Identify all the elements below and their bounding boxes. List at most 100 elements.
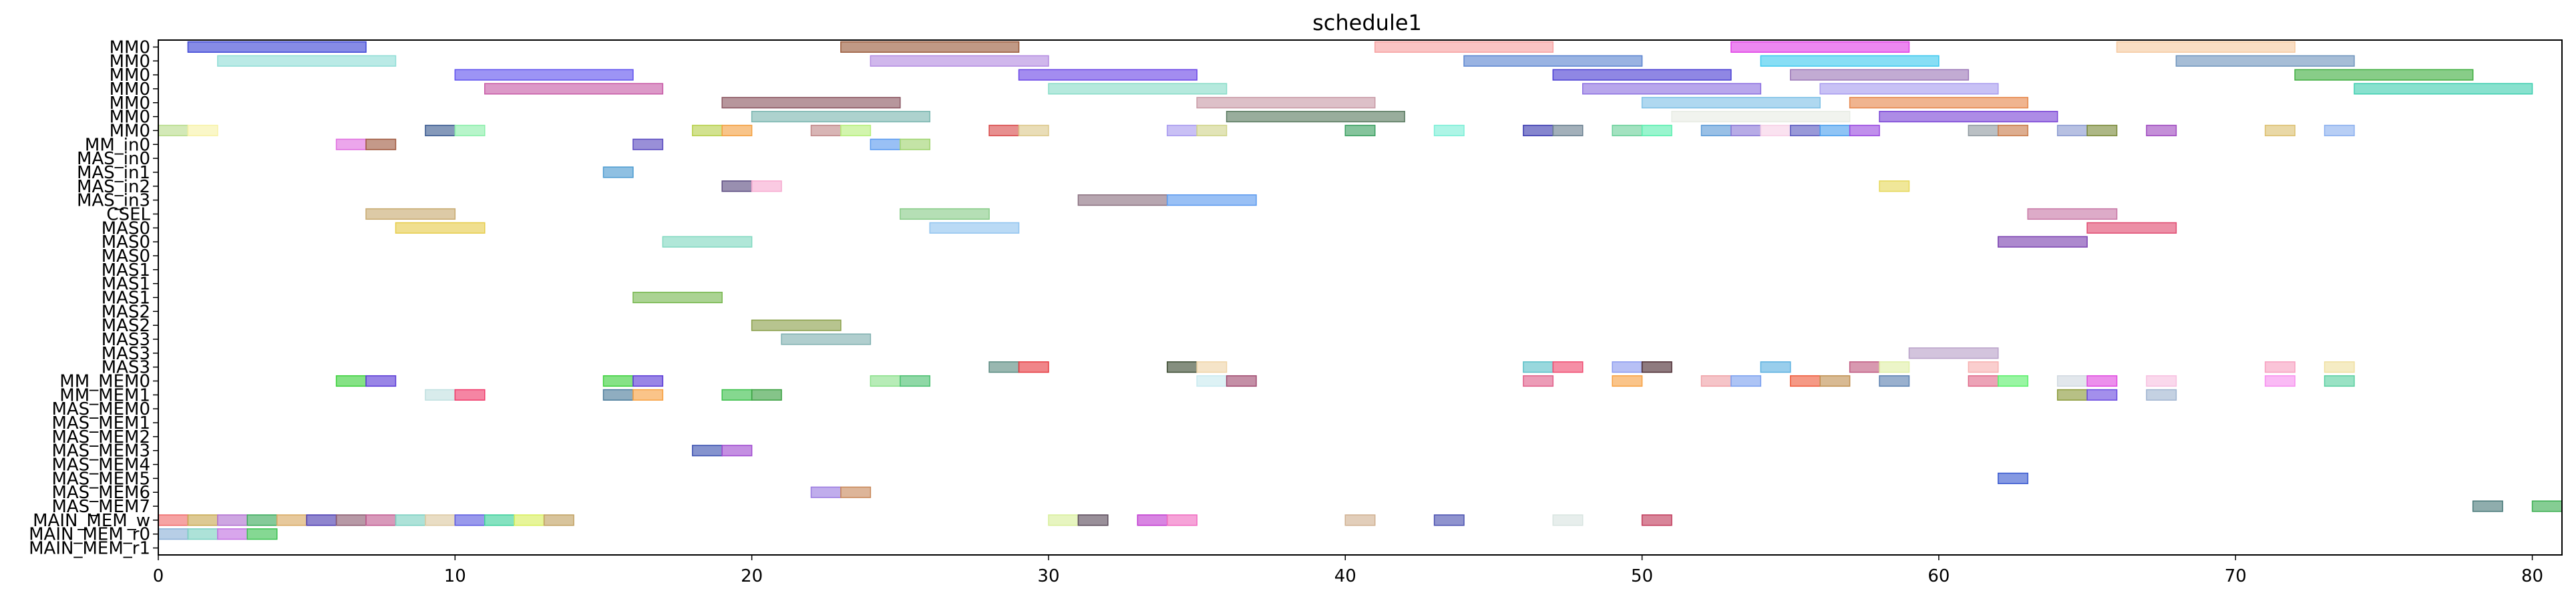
task-bar [425, 124, 456, 137]
task-bar [425, 514, 456, 526]
task-bar [2086, 389, 2118, 401]
x-tick-label: 40 [1334, 566, 1356, 586]
task-bar [1048, 514, 1079, 526]
task-bar [158, 528, 189, 540]
task-bar [751, 389, 782, 401]
x-tick-label: 30 [1037, 566, 1059, 586]
task-bar [187, 528, 218, 540]
task-bar [1790, 69, 1970, 81]
y-axis: MM0MM0MM0MM0MM0MM0MM0MM_in0MAS_in0MAS_in… [29, 37, 158, 559]
task-bar [484, 514, 515, 526]
task-bar [900, 208, 990, 220]
task-bar [454, 124, 486, 137]
task-bar [900, 375, 930, 387]
task-bar [692, 445, 723, 457]
task-bar [692, 124, 723, 137]
task-bar [543, 514, 574, 526]
task-bar [1196, 97, 1376, 109]
task-bar [1849, 124, 1880, 137]
y-tick-label: MAS_MEM7 [51, 497, 150, 517]
task-bar [1463, 55, 1643, 67]
task-bar [2531, 500, 2563, 512]
task-bar [1612, 375, 1643, 387]
task-bar [1968, 124, 1999, 137]
task-bar [1849, 97, 2028, 109]
task-bar [1730, 41, 1910, 53]
task-bar [2294, 69, 2474, 81]
x-tick-label: 0 [153, 566, 164, 586]
task-bar [335, 375, 367, 387]
task-bar [1433, 124, 1465, 137]
task-bar [721, 97, 901, 109]
task-bar [1760, 55, 1940, 67]
task-bar [484, 83, 664, 95]
task-bar [187, 514, 218, 526]
y-tick-label: MAS1 [102, 274, 150, 294]
y-tick-label: MAS_in1 [77, 163, 150, 183]
task-bar [1879, 361, 1910, 373]
task-bar [246, 514, 278, 526]
task-bar [158, 124, 189, 137]
task-bar [454, 389, 486, 401]
task-bar [365, 138, 397, 150]
task-bar [721, 180, 753, 192]
y-tick-label: MM0 [110, 51, 150, 71]
task-bar [158, 514, 189, 526]
task-bar [632, 375, 664, 387]
task-bar [1968, 375, 1999, 387]
y-tick-label: MAS_MEM2 [51, 427, 150, 447]
task-bar [1552, 69, 1732, 81]
y-tick-label: MAS1 [102, 260, 150, 280]
task-bar [2116, 41, 2295, 53]
task-bar [395, 222, 486, 234]
task-bar [1968, 361, 1999, 373]
task-bar [602, 389, 634, 401]
task-bar [751, 319, 842, 331]
task-bar [1790, 124, 1821, 137]
task-bar [395, 514, 426, 526]
task-bar [2472, 500, 2503, 512]
task-bar [632, 291, 723, 304]
y-tick-label: MM_MEM1 [59, 385, 150, 405]
y-tick-label: MAS3 [102, 330, 150, 350]
task-bar [1166, 514, 1198, 526]
task-bar [1018, 69, 1198, 81]
task-bar [1018, 361, 1049, 373]
task-bar [1730, 375, 1762, 387]
task-bar [1819, 375, 1851, 387]
task-bar [187, 41, 367, 53]
task-bar [988, 124, 1020, 137]
task-bar [870, 55, 1049, 67]
y-tick-label: MAS_MEM1 [51, 413, 150, 433]
task-bar [1048, 83, 1228, 95]
task-bar [2056, 124, 2088, 137]
task-bar [751, 111, 930, 123]
task-bar [870, 375, 901, 387]
task-bar [2146, 124, 2177, 137]
y-tick-label: MM_MEM0 [59, 372, 150, 392]
task-bar [2264, 124, 2295, 137]
task-bar [2056, 389, 2088, 401]
task-bar [2175, 55, 2355, 67]
task-bar [2056, 375, 2088, 387]
task-bar [1612, 361, 1643, 373]
task-bar [1196, 124, 1228, 137]
task-bar [217, 55, 397, 67]
task-bar [1344, 124, 1376, 137]
y-tick-label: MAS1 [102, 288, 150, 309]
task-bar [1137, 514, 1168, 526]
task-bar [1849, 361, 1880, 373]
x-tick-label: 50 [1631, 566, 1653, 586]
task-bar [2324, 124, 2355, 137]
y-tick-label: MAS_MEM6 [51, 483, 150, 503]
task-bar [2146, 375, 2177, 387]
task-bar [1998, 124, 2028, 137]
y-tick-label: CSEL [106, 204, 150, 224]
y-tick-label: MM0 [110, 108, 150, 128]
y-tick-label: MAS0 [102, 246, 150, 266]
task-bar [1077, 194, 1168, 206]
task-bar [632, 138, 664, 150]
y-tick-label: MAS2 [102, 316, 150, 336]
task-bar [2324, 361, 2355, 373]
y-tick-label: MAS_in0 [77, 149, 150, 169]
